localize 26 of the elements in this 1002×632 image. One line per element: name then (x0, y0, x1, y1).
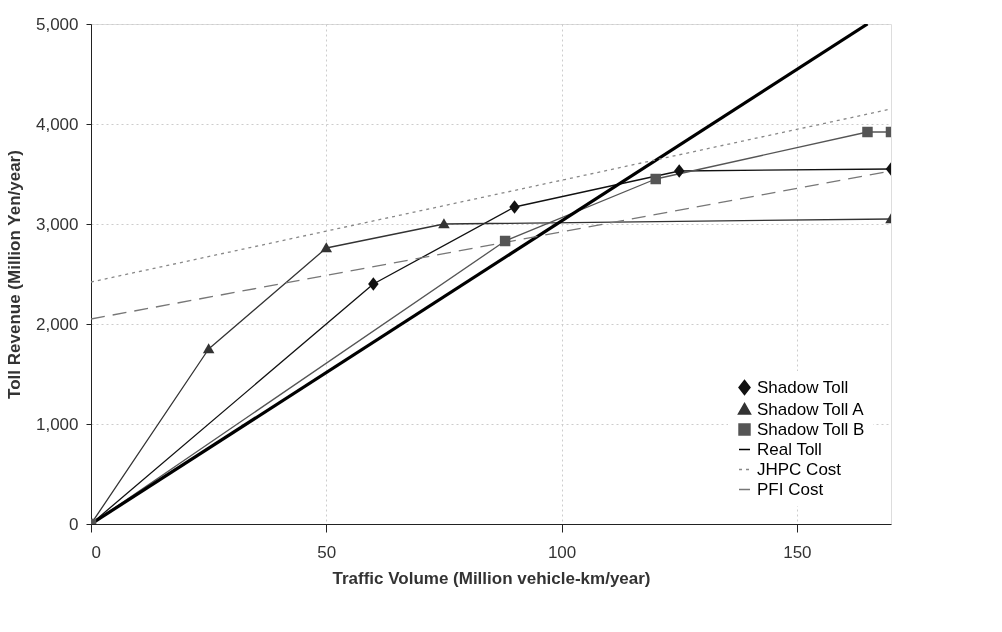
point (499, 235, 511, 247)
point (650, 173, 661, 185)
point (673, 164, 685, 178)
point (320, 242, 333, 253)
x-tick-label: 0 (91, 542, 101, 562)
point (438, 218, 450, 229)
point (202, 343, 215, 354)
y-tick-label: 2,000 (35, 314, 79, 334)
legend-label: Real Toll (757, 439, 822, 459)
y-tick-label: 1,000 (35, 414, 79, 434)
x-tick-label: 50 (317, 542, 337, 562)
x-tick-label: 150 (783, 542, 812, 562)
legend-label: JHPC Cost (757, 459, 842, 479)
y-tick-label: 4,000 (35, 114, 79, 134)
y-tick-label: 0 (69, 514, 79, 534)
x-axis-title: Traffic Volume (Million vehicle-km/year) (332, 568, 651, 588)
point (509, 200, 520, 214)
point (368, 277, 379, 291)
legend-label: Shadow Toll (757, 377, 849, 397)
y-tick-label: 5,000 (35, 14, 79, 34)
y-tick-label: 3,000 (35, 214, 79, 234)
x-tick-label: 100 (547, 542, 577, 562)
legend-label: Shadow Toll A (757, 399, 865, 419)
legend-label: PFI Cost (757, 479, 824, 499)
y-axis-title: Toll Revenue (Million Yen/year) (4, 150, 24, 399)
legend-label: Shadow Toll B (757, 419, 865, 439)
